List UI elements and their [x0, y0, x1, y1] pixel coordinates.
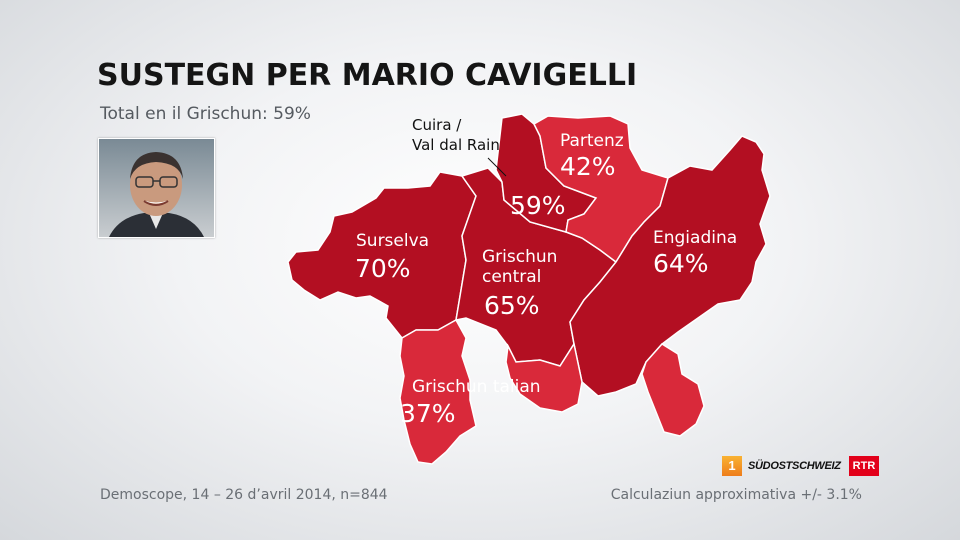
label-engiadina: Engiadina: [653, 228, 737, 248]
value-partenz: 42%: [560, 152, 616, 181]
label-grischun-talian: Grischun talian: [412, 377, 541, 397]
margin-note: Calculaziun approximativa +/- 3.1%: [610, 487, 862, 503]
newspaper-logo: SÜDOSTSCHWEIZ: [748, 460, 841, 472]
person-portrait-icon: [98, 138, 215, 238]
label-partenz: Partenz: [560, 131, 624, 151]
label-grischun-central-line2: central: [482, 267, 541, 287]
logo-bar: 1 SÜDOSTSCHWEIZ RTR: [722, 456, 880, 476]
page-subtitle: Total en il Grischun: 59%: [100, 104, 311, 124]
label-surselva: Surselva: [356, 231, 429, 251]
cuira-leader-line: [487, 157, 507, 177]
region-grischun-talian-west[interactable]: [399, 318, 477, 465]
value-engiadina: 64%: [653, 249, 709, 278]
label-cuira-line2: Val dal Rain: [412, 136, 500, 154]
label-cuira-line1: Cuira /: [412, 116, 462, 134]
value-cuira: 59%: [510, 191, 566, 220]
region-grischun-talian-east[interactable]: [641, 343, 705, 437]
value-grischun-talian: 37%: [400, 399, 456, 428]
tv-logo: 1: [722, 456, 742, 476]
label-grischun-central-line1: Grischun: [482, 247, 557, 267]
region-engiadina[interactable]: [569, 135, 771, 397]
source-note: Demoscope, 14 – 26 d’avril 2014, n=844: [100, 487, 388, 503]
page-title: SUSTEGN PER MARIO CAVIGELLI: [97, 58, 638, 93]
value-surselva: 70%: [355, 254, 411, 283]
value-grischun-central: 65%: [484, 291, 540, 320]
broadcaster-logo: RTR: [848, 456, 880, 476]
region-grischun-talian-center[interactable]: [505, 342, 583, 413]
